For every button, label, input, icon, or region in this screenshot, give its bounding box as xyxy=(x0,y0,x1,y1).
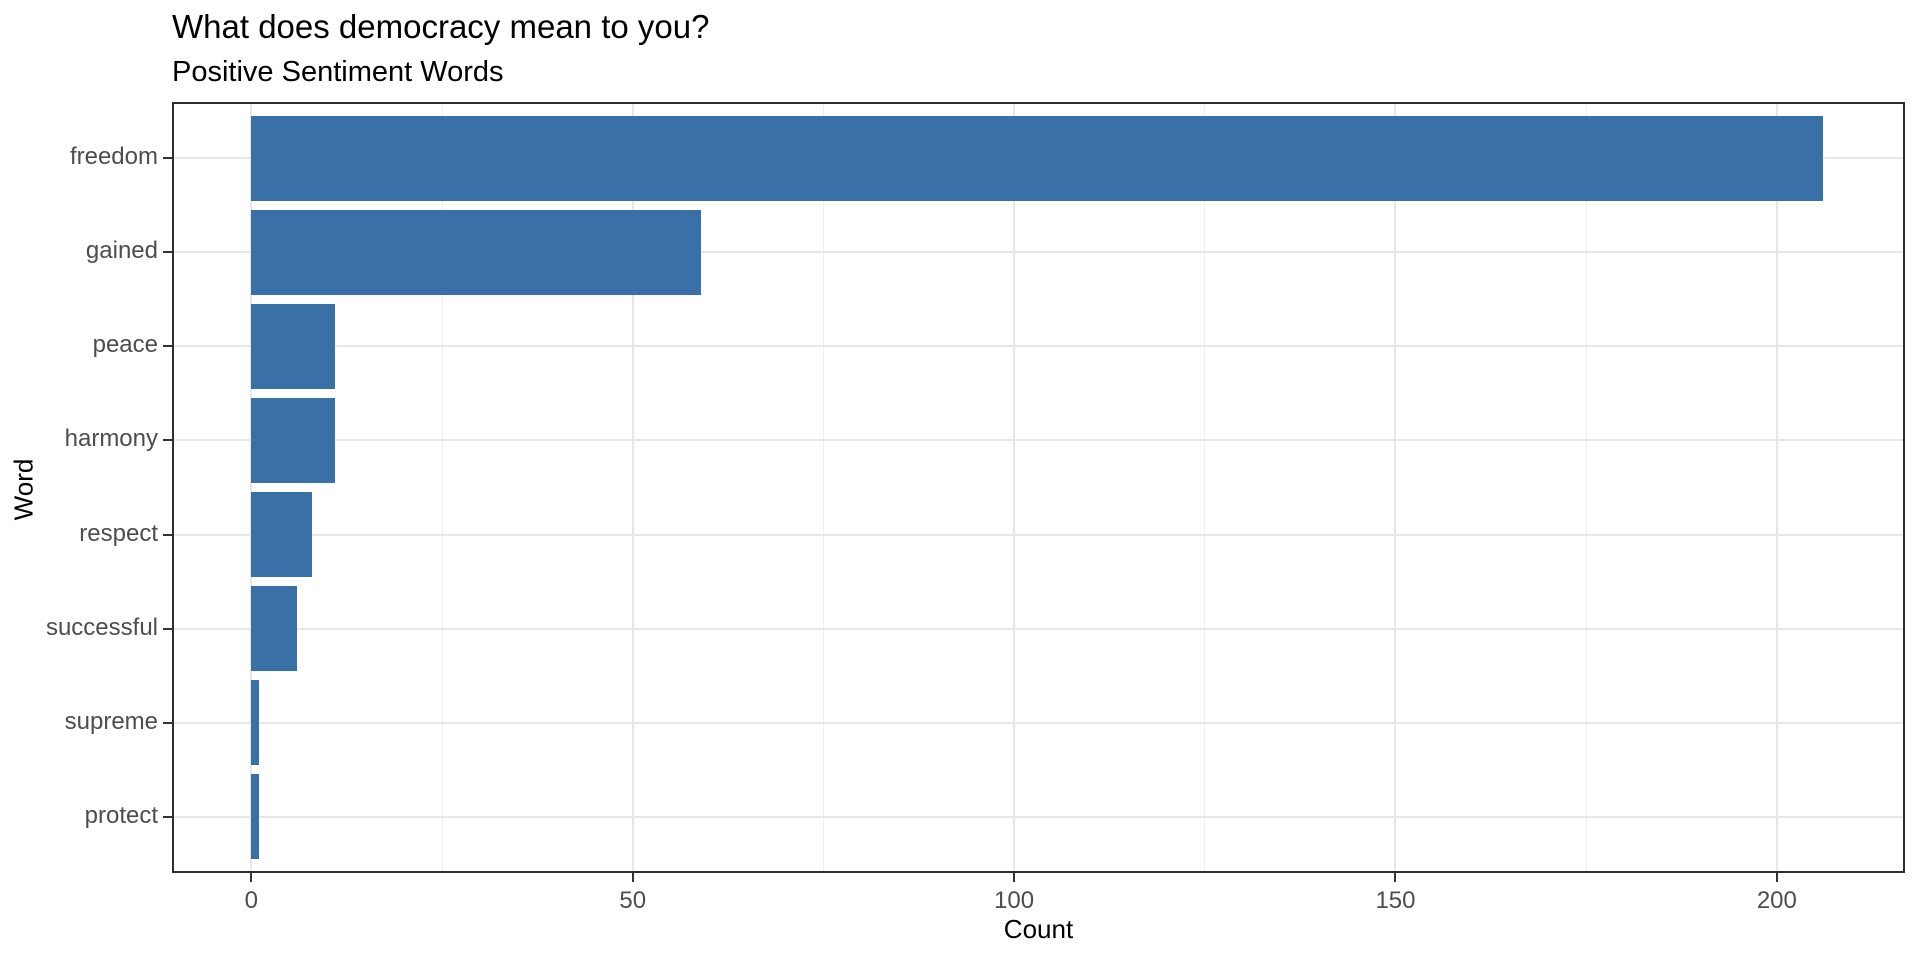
y-tick-mark xyxy=(163,627,172,630)
chart-title: What does democracy mean to you? xyxy=(172,8,710,45)
y-tick-mark xyxy=(163,815,172,818)
y-tick-mark xyxy=(163,251,172,254)
gridline-y-successful xyxy=(172,627,1905,630)
gridline-x-major xyxy=(1394,102,1397,873)
bar-harmony xyxy=(251,398,336,483)
y-tick-mark xyxy=(163,157,172,160)
y-tick-mark xyxy=(163,345,172,348)
x-tick-label: 150 xyxy=(1375,887,1416,914)
y-axis-title: Word xyxy=(8,458,39,521)
bar-freedom xyxy=(251,116,1823,201)
x-tick-label: 0 xyxy=(244,887,258,914)
gridline-x-minor xyxy=(1585,102,1587,873)
y-tick-label: successful xyxy=(45,613,158,641)
y-tick-mark xyxy=(163,439,172,442)
x-tick-mark xyxy=(1394,873,1397,882)
x-tick-mark xyxy=(1013,873,1016,882)
gridline-y-peace xyxy=(172,345,1905,348)
bar-respect xyxy=(251,492,313,577)
y-tick-label: harmony xyxy=(64,425,158,453)
y-tick-label: gained xyxy=(85,237,158,265)
x-tick-mark xyxy=(250,873,253,882)
x-tick-label: 50 xyxy=(619,887,647,914)
chart-subtitle: Positive Sentiment Words xyxy=(172,56,504,88)
x-axis-title: Count xyxy=(1003,914,1074,944)
y-tick-mark xyxy=(163,721,172,724)
gridline-x-minor xyxy=(1204,102,1206,873)
y-tick-label: protect xyxy=(84,801,158,829)
y-tick-label: respect xyxy=(79,519,158,547)
y-tick-label: supreme xyxy=(64,707,158,735)
bar-successful xyxy=(251,586,298,671)
bar-gained xyxy=(251,210,702,295)
gridline-x-minor xyxy=(822,102,824,873)
bar-peace xyxy=(251,304,336,389)
x-tick-mark xyxy=(1775,873,1778,882)
x-tick-label: 100 xyxy=(994,887,1035,914)
gridline-y-supreme xyxy=(172,721,1905,724)
x-tick-mark xyxy=(631,873,634,882)
gridline-y-protect xyxy=(172,815,1905,818)
y-tick-mark xyxy=(163,533,172,536)
gridline-y-respect xyxy=(172,533,1905,536)
bar-supreme xyxy=(251,680,259,765)
gridline-y-harmony xyxy=(172,439,1905,442)
y-tick-label: peace xyxy=(92,331,158,359)
bar-protect xyxy=(251,774,259,859)
x-tick-label: 200 xyxy=(1756,887,1797,914)
y-tick-label: freedom xyxy=(69,143,158,171)
gridline-x-major xyxy=(1775,102,1778,873)
gridline-x-major xyxy=(1013,102,1016,873)
